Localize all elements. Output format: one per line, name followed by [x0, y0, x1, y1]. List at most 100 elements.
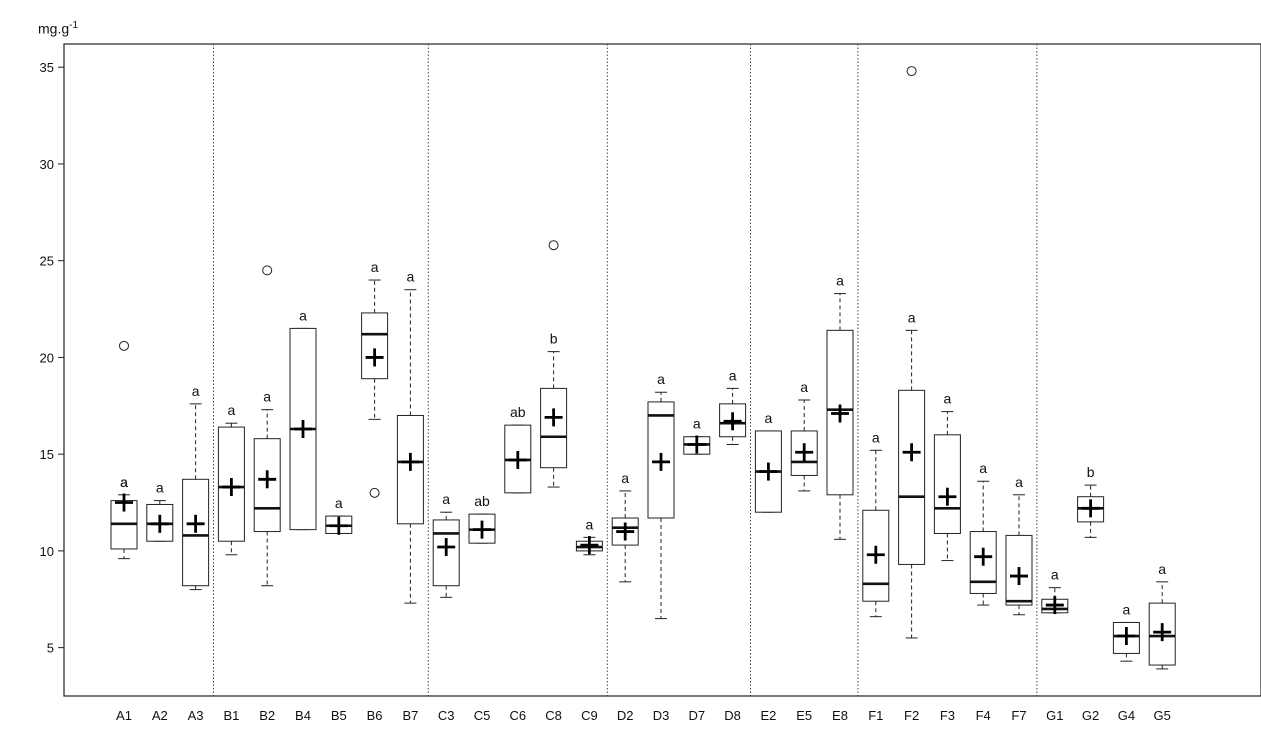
box-b2: a	[253, 265, 281, 587]
iqr-box	[253, 438, 281, 533]
iqr-box	[898, 389, 926, 565]
y-axis-unit-superscript: -1	[69, 20, 79, 31]
box-g5: a	[1148, 561, 1176, 670]
x-tick-label: F1	[868, 708, 883, 723]
box-a2: a	[146, 480, 174, 542]
x-tick-label: F3	[940, 708, 955, 723]
x-tick-label: C3	[438, 708, 455, 723]
x-tick-label: C9	[581, 708, 598, 723]
outlier-point	[906, 66, 917, 77]
iqr-box	[540, 387, 568, 469]
y-tick-label: 30	[40, 157, 54, 172]
outlier-point	[369, 487, 380, 498]
box-d8: a	[719, 367, 747, 445]
box-b5: a	[325, 495, 353, 535]
y-tick-label: 5	[47, 641, 54, 656]
y-tick-label: 25	[40, 254, 54, 269]
x-tick-label: G5	[1154, 708, 1171, 723]
significance-letter: a	[657, 371, 665, 387]
x-tick-label: F7	[1011, 708, 1026, 723]
significance-letter: a	[1123, 601, 1131, 617]
significance-letter: a	[442, 491, 450, 507]
significance-letter: ab	[510, 404, 526, 420]
box-f2: a	[898, 66, 926, 639]
box-d7: a	[683, 416, 711, 455]
significance-letter: a	[621, 470, 629, 486]
significance-letter: a	[192, 383, 200, 399]
x-tick-label: F2	[904, 708, 919, 723]
significance-letter: a	[836, 273, 844, 289]
x-tick-label: G4	[1118, 708, 1135, 723]
significance-letter: a	[120, 474, 128, 490]
group-separators	[213, 44, 1038, 696]
box-d2: a	[611, 470, 639, 583]
outlier-point	[548, 240, 559, 251]
significance-letter: a	[944, 391, 952, 407]
x-tick-label: A3	[188, 708, 204, 723]
iqr-box	[933, 434, 961, 534]
significance-letter: a	[335, 495, 343, 511]
x-tick-label: E5	[796, 708, 812, 723]
x-tick-label: E2	[760, 708, 776, 723]
outlier-point	[262, 265, 273, 276]
box-c6: ab	[504, 404, 532, 494]
x-tick-label: D7	[688, 708, 705, 723]
x-tick-label: F4	[976, 708, 991, 723]
y-tick-label: 20	[40, 350, 54, 365]
x-tick-label: B7	[402, 708, 418, 723]
box-f4: a	[969, 460, 997, 606]
box-c3: a	[432, 491, 460, 598]
significance-letter: a	[765, 410, 773, 426]
iqr-box	[361, 312, 389, 380]
x-tick-label: C6	[509, 708, 526, 723]
x-tick-label: D8	[724, 708, 741, 723]
x-tick-label: D2	[617, 708, 634, 723]
significance-letter: a	[407, 269, 415, 285]
box-c5: ab	[468, 493, 496, 544]
x-tick-label: B6	[367, 708, 383, 723]
box-g2: b	[1077, 464, 1105, 538]
x-tick-label: B1	[223, 708, 239, 723]
significance-letter: a	[228, 402, 236, 418]
significance-letter: a	[872, 429, 880, 445]
box-f1: a	[862, 429, 890, 618]
y-tick-label: 10	[40, 544, 54, 559]
x-tick-label: C5	[474, 708, 491, 723]
box-b1: a	[217, 402, 245, 556]
x-tick-label: A2	[152, 708, 168, 723]
box-f7: a	[1005, 474, 1033, 616]
significance-letter: ab	[474, 493, 490, 509]
y-axis-unit-text: mg.g	[38, 20, 70, 37]
significance-letter: a	[693, 416, 701, 432]
x-tick-label: B2	[259, 708, 275, 723]
significance-letter: a	[800, 379, 808, 395]
significance-letter: a	[156, 480, 164, 496]
significance-letter: a	[586, 516, 594, 532]
box-e2: a	[754, 410, 782, 513]
box-c9: a	[575, 516, 603, 556]
significance-letter: b	[550, 331, 558, 347]
box-b7: a	[396, 269, 424, 604]
significance-letter: a	[729, 367, 737, 383]
y-axis-unit-label: mg.g-1	[38, 20, 78, 37]
significance-letter: a	[299, 307, 307, 323]
x-tick-label: B5	[331, 708, 347, 723]
significance-letter: a	[1158, 561, 1166, 577]
box-a1: a	[110, 340, 138, 560]
significance-letter: a	[120, 474, 128, 490]
significance-letter: a	[1051, 567, 1059, 583]
significance-letter: a	[1015, 474, 1023, 490]
y-axis: 5 10 15 20 25 30 35	[40, 60, 64, 656]
y-tick-label: 15	[40, 447, 54, 462]
significance-letter: a	[263, 389, 271, 405]
outlier-point	[119, 340, 129, 351]
significance-letter: a	[908, 309, 916, 325]
box-c8: b	[540, 240, 568, 488]
x-tick-label: G1	[1046, 708, 1063, 723]
x-tick-label: D3	[653, 708, 670, 723]
significance-letter: b	[1087, 464, 1095, 480]
x-tick-label: A1	[116, 708, 132, 723]
y-tick-label: 35	[40, 60, 54, 75]
box-g4: a	[1112, 601, 1140, 662]
